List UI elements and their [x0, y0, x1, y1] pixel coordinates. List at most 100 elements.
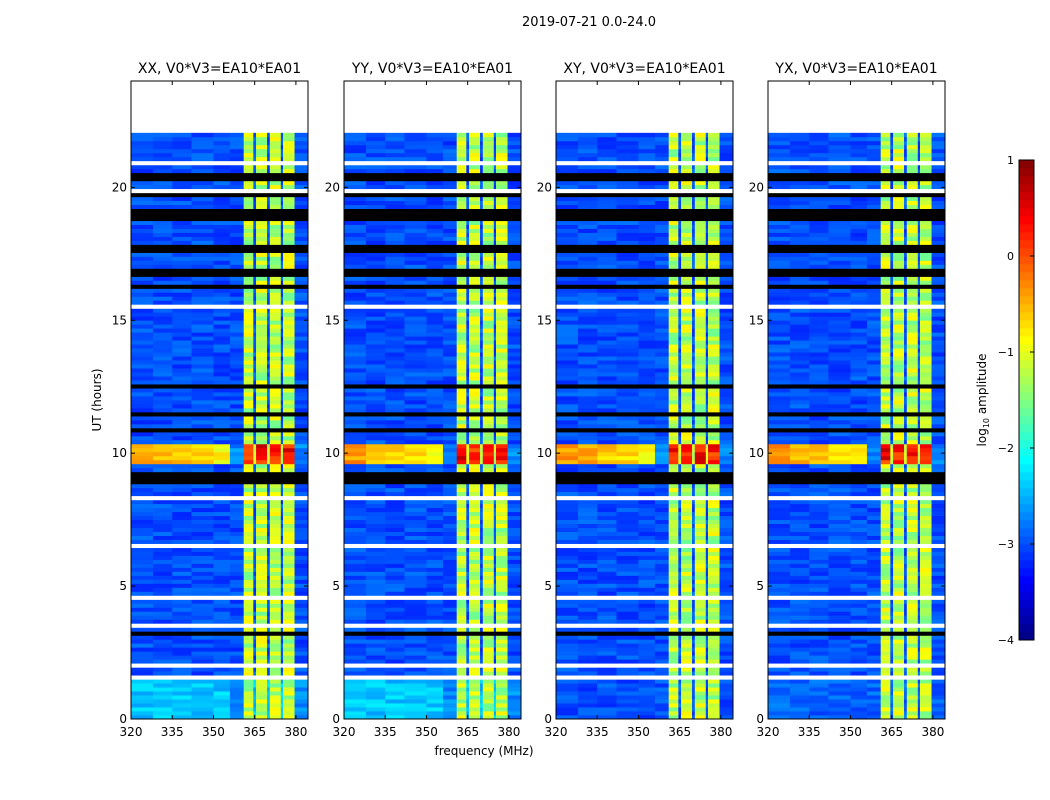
heatmap-cell — [681, 316, 693, 321]
heatmap-cell — [404, 519, 427, 525]
heatmap-cell — [294, 220, 309, 225]
heatmap-cell — [556, 559, 579, 564]
heatmap-cell — [213, 300, 231, 305]
heatmap-cell — [694, 300, 707, 305]
heatmap-cell — [426, 324, 444, 329]
heatmap-cell — [469, 364, 481, 369]
heatmap-cell — [426, 611, 444, 616]
heatmap-cell — [556, 451, 579, 457]
heatmap-cell — [385, 376, 405, 381]
heatmap-cell — [267, 439, 271, 445]
heatmap-cell — [243, 403, 254, 409]
heatmap-cell — [280, 551, 284, 556]
heatmap-cell — [705, 296, 709, 301]
heatmap-cell — [243, 180, 254, 186]
heatmap-cell — [229, 308, 244, 313]
heatmap-cell — [426, 364, 444, 369]
heatmap-cell — [616, 591, 639, 596]
heatmap-cell — [681, 232, 693, 237]
heatmap-cell — [707, 503, 720, 509]
heatmap-cell — [294, 435, 309, 441]
heatmap-cell — [229, 611, 244, 616]
heatmap-cell — [229, 539, 244, 544]
heatmap-cell — [344, 396, 367, 401]
heatmap-cell — [480, 168, 484, 174]
heatmap-cell — [556, 352, 579, 357]
heatmap-cell — [404, 320, 427, 325]
heatmap-cell — [480, 695, 484, 700]
heatmap-cell — [385, 256, 405, 261]
heatmap-cell — [172, 699, 192, 704]
heatmap-cell — [426, 280, 444, 285]
heatmap-cell — [282, 415, 295, 421]
heatmap-cell — [556, 635, 579, 640]
heatmap-cell — [256, 164, 268, 170]
heatmap-cell — [131, 627, 154, 632]
heatmap-cell — [469, 695, 481, 700]
heatmap-cell — [191, 348, 214, 353]
heatmap-cell — [131, 140, 154, 146]
heatmap-cell — [191, 403, 214, 409]
heatmap-cell — [282, 643, 295, 648]
heatmap-cell — [466, 619, 470, 624]
heatmap-cell — [267, 535, 271, 540]
heatmap-cell — [152, 340, 173, 345]
heatmap-cell — [191, 559, 214, 564]
heatmap-cell — [344, 280, 367, 285]
heatmap-cell — [269, 599, 282, 604]
heatmap-cell — [365, 715, 386, 720]
heatmap-cell — [404, 491, 427, 497]
heatmap-cell — [705, 659, 709, 664]
heatmap-cell — [597, 264, 617, 269]
heatmap-cell — [466, 204, 470, 209]
heatmap-cell — [466, 519, 470, 525]
heatmap-cell — [638, 575, 656, 580]
heatmap-cell — [482, 364, 495, 369]
heatmap-cell — [426, 607, 444, 612]
flag-row — [344, 411, 521, 417]
heatmap-cell — [495, 415, 508, 421]
heatmap-cell — [480, 551, 484, 556]
heatmap-cell — [556, 707, 579, 712]
heatmap-cell — [442, 312, 457, 317]
heatmap-cell — [692, 392, 696, 397]
heatmap-cell — [404, 527, 427, 532]
heatmap-cell — [694, 659, 707, 664]
heatmap-cell — [229, 204, 244, 209]
heatmap-cell — [678, 647, 682, 652]
heatmap-cell — [456, 503, 467, 509]
heatmap-cell — [694, 332, 707, 337]
heatmap-cell — [365, 431, 386, 437]
heatmap-cell — [668, 491, 679, 497]
heatmap-cell — [469, 228, 481, 233]
heatmap-cell — [493, 711, 497, 716]
heatmap-cell — [280, 687, 284, 692]
heatmap-cell — [692, 407, 696, 413]
heatmap-cell — [344, 695, 367, 700]
heatmap-cell — [344, 715, 367, 720]
heatmap-cell — [344, 627, 367, 632]
heatmap-cell — [495, 575, 508, 580]
heatmap-cell — [385, 332, 405, 337]
heatmap-cell — [385, 531, 405, 536]
heatmap-cell — [344, 419, 367, 425]
heatmap-cell — [495, 547, 508, 552]
heatmap-cell — [495, 551, 508, 556]
heatmap-cell — [269, 220, 282, 225]
heatmap-cell — [707, 527, 720, 532]
heatmap-cell — [495, 619, 508, 624]
heatmap-cell — [507, 356, 522, 361]
heatmap-cell — [172, 679, 192, 684]
heatmap-cell — [469, 519, 481, 525]
heatmap-cell — [344, 380, 367, 385]
heatmap-cell — [365, 447, 386, 453]
heatmap-cell — [705, 463, 709, 469]
heatmap-cell — [294, 715, 309, 720]
heatmap-cell — [282, 619, 295, 624]
heatmap-cell — [597, 607, 617, 612]
heatmap-cell — [493, 232, 497, 237]
heatmap-cell — [654, 276, 669, 281]
heatmap-cell — [404, 655, 427, 660]
heatmap-cell — [243, 380, 254, 385]
